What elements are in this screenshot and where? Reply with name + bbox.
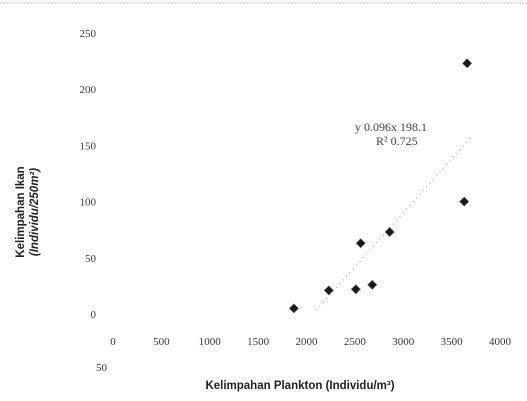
x-tick-label-1500: 1500 [247, 336, 270, 348]
data-point-2 [323, 285, 334, 296]
y-tick-label-100: 100 [80, 197, 97, 209]
y-axis-label-unit: (Individu/250m²) [29, 168, 41, 256]
y-axis-label: Kelimpahan Ikan [15, 166, 27, 257]
y-tick-label-150: 150 [80, 140, 97, 152]
x-tick-label-2000: 2000 [296, 336, 319, 348]
r-squared-label: R² 0.725 [376, 134, 418, 148]
x-tick-labels: 0 500 1000 1500 2000 2500 3000 3500 4000 [110, 336, 511, 348]
trendline-path [315, 137, 472, 311]
x-axis-label: Kelimpahan Plankton (Individu/m³) [205, 380, 394, 392]
x-tick-label-500: 500 [153, 336, 170, 348]
x-tick-label-3000: 3000 [392, 336, 415, 348]
y-tick-label-0: 0 [91, 309, 97, 321]
trendline-equation: y 0.096x 198.1 [355, 120, 427, 134]
data-point-8 [462, 58, 473, 69]
x-tick-label-3500: 3500 [441, 336, 464, 348]
data-point-4 [355, 238, 366, 249]
data-point-3 [350, 284, 361, 295]
x-tick-label-4000: 4000 [489, 336, 512, 348]
y-tick-labels: 0 50 100 150 200 250 [80, 28, 97, 321]
x-tick-label-2500: 2500 [344, 336, 367, 348]
y-tick-label-50: 50 [85, 253, 97, 265]
data-point-6 [384, 227, 395, 237]
data-points [288, 58, 473, 314]
data-point-7 [459, 196, 470, 207]
y-tick-label-bottom: 50 [96, 362, 108, 374]
y-tick-label-200: 200 [80, 84, 97, 96]
x-tick-label-1000: 1000 [199, 336, 222, 348]
data-point-1 [288, 303, 299, 314]
trendline [315, 137, 472, 311]
data-point-5 [367, 279, 378, 290]
x-tick-label-0: 0 [110, 336, 116, 348]
y-tick-label-250: 250 [80, 28, 97, 40]
